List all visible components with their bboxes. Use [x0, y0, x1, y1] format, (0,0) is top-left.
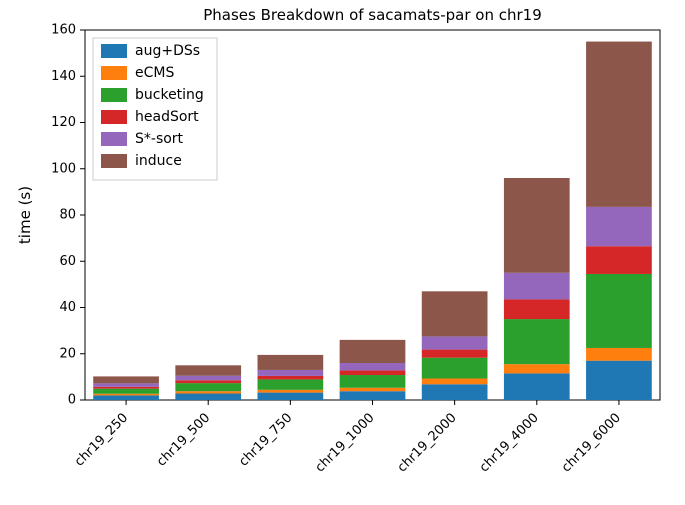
legend-swatch [101, 44, 127, 58]
xtick-label: chr19_500 [154, 410, 213, 469]
bar-segment [258, 355, 324, 370]
bar-segment [258, 390, 324, 393]
bar-segment [340, 370, 406, 375]
bar-segment [586, 207, 652, 246]
bar-segment [586, 348, 652, 361]
ytick-label: 160 [51, 23, 76, 38]
ytick-label: 0 [68, 393, 76, 408]
legend-label: S*-sort [135, 131, 184, 147]
bar-segment [504, 373, 570, 400]
xtick-label: chr19_750 [236, 410, 295, 469]
bar-segment [175, 376, 241, 381]
bar-segment [504, 364, 570, 373]
bar-segment [422, 291, 488, 336]
legend-swatch [101, 132, 127, 146]
ytick-label: 80 [59, 208, 76, 223]
bar-segment [504, 319, 570, 364]
xtick-label: chr19_1000 [313, 410, 378, 475]
legend-swatch [101, 88, 127, 102]
chart-title: Phases Breakdown of sacamats-par on chr1… [203, 6, 542, 24]
bar-segment [175, 365, 241, 375]
chart-container: 0 20 40 60 80 100 120 140 160 time (s) Phases Brea… [0, 0, 685, 505]
ytick-label: 100 [51, 161, 76, 176]
ytick-label: 20 [59, 346, 76, 361]
bar-segment [258, 393, 324, 400]
ytick-label: 140 [51, 69, 76, 84]
ytick-label: 60 [59, 254, 76, 269]
legend-label: aug+DSs [135, 43, 200, 59]
bar-segment [258, 379, 324, 389]
bar-segment [586, 361, 652, 400]
bar-segment [586, 42, 652, 207]
bar-segment [93, 389, 159, 394]
bar-segment [93, 394, 159, 396]
bar-segment [422, 350, 488, 358]
bar-segment [340, 363, 406, 370]
bar-segment [175, 383, 241, 391]
ytick-label: 120 [51, 115, 76, 130]
legend-label: headSort [135, 109, 199, 125]
bar-segment [340, 340, 406, 363]
legend-label: eCMS [135, 65, 174, 81]
xtick-label: chr19_2000 [395, 410, 460, 475]
bar-segment [504, 273, 570, 300]
bar-segment [340, 375, 406, 388]
bar-segment [93, 395, 159, 400]
bar-segment [340, 388, 406, 391]
bar-segment [422, 384, 488, 400]
bar-segment [258, 376, 324, 379]
bar-segment [422, 378, 488, 384]
bar-segment [175, 394, 241, 400]
bar-segment [175, 380, 241, 383]
legend-swatch [101, 110, 127, 124]
legend-label: bucketing [135, 87, 204, 103]
bar-segment [586, 246, 652, 274]
xtick-label: chr19_250 [72, 410, 131, 469]
bar-segment [93, 376, 159, 383]
stacked-bar-chart: 0 20 40 60 80 100 120 140 160 time (s) Phases Brea… [0, 0, 685, 505]
legend-swatch [101, 66, 127, 80]
bar-segment [586, 274, 652, 348]
xtick-label: chr19_4000 [477, 410, 542, 475]
bar-segment [504, 299, 570, 319]
legend-label: induce [135, 153, 182, 169]
ytick-label: 40 [59, 300, 76, 315]
bar-segment [340, 391, 406, 400]
bar-segment [504, 178, 570, 273]
bar-segment [175, 391, 241, 393]
bar-segment [258, 370, 324, 376]
bar-segment [93, 383, 159, 386]
bar-segment [93, 387, 159, 389]
y-axis-label: time (s) [16, 186, 34, 244]
bar-segment [422, 358, 488, 379]
legend-swatch [101, 154, 127, 168]
xtick-label: chr19_6000 [559, 410, 624, 475]
bar-segment [422, 336, 488, 349]
